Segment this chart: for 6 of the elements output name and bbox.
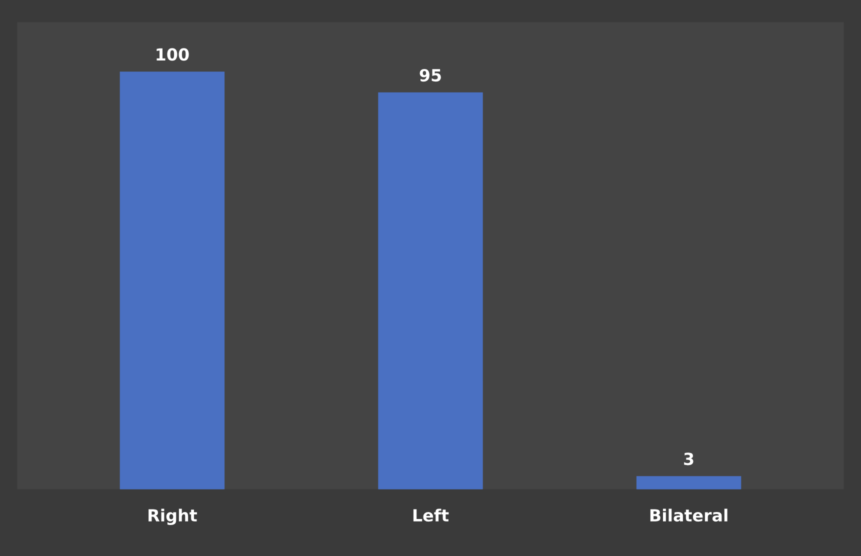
x-tick-label: Left — [413, 508, 449, 522]
x-tick-label: Right — [148, 508, 197, 525]
data-label: 100 — [156, 48, 189, 61]
x-tick-label: Bilateral — [650, 508, 728, 522]
data-label: 95 — [420, 68, 441, 82]
data-label: 3 — [684, 452, 694, 466]
